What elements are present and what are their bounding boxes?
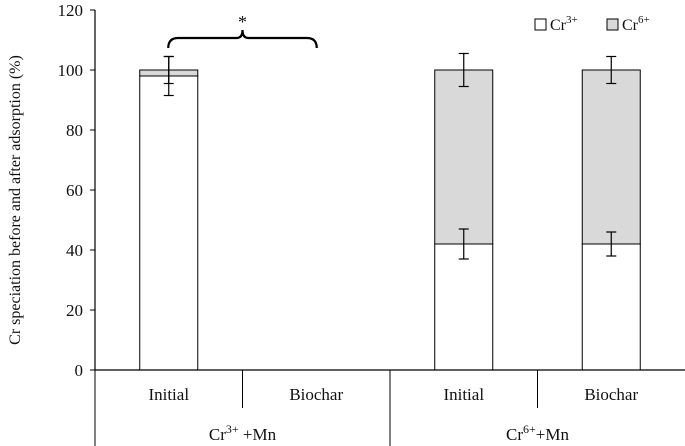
legend-label-0: Cr3+ <box>550 14 578 34</box>
y-tick-label-60: 60 <box>66 181 83 200</box>
error-bars-layer <box>163 52 617 260</box>
bar-2-series-1 <box>434 69 494 245</box>
bar-2-series-0 <box>434 243 494 371</box>
bar-0-series-0 <box>139 75 199 371</box>
significance-layer: * <box>167 12 318 49</box>
legend-label-1: Cr6+ <box>622 14 650 34</box>
y-tick-label-80: 80 <box>66 121 83 140</box>
legend: Cr3+ Cr6+ <box>534 14 650 34</box>
legend-swatch-0 <box>534 18 547 31</box>
significance-marker: * <box>238 12 247 32</box>
y-tick-label-20: 20 <box>66 301 83 320</box>
bars-layer <box>139 69 641 371</box>
y-tick-label-0: 0 <box>75 361 84 380</box>
x-categories-layer: Initial Biochar Cr3+ +Mn Initial Biochar Cr6+… <box>94 370 638 446</box>
y-tick-label-120: 120 <box>58 1 84 20</box>
x-category-label-1: Biochar <box>289 385 343 404</box>
x-category-label-0: Initial <box>148 385 189 404</box>
x-category-label-2: Initial <box>443 385 484 404</box>
group-label-1: Cr6++Mn <box>506 422 569 444</box>
group-label-0: Cr3+ +Mn <box>209 422 277 444</box>
x-category-label-3: Biochar <box>584 385 638 404</box>
y-tick-label-100: 100 <box>58 61 84 80</box>
y-tick-label-40: 40 <box>66 241 83 260</box>
y-axis-label: Cr speciation before and after adsorptio… <box>7 55 24 345</box>
bar-3-series-0 <box>581 243 641 371</box>
bar-3-series-1 <box>581 69 641 245</box>
legend-swatch-1 <box>606 18 619 31</box>
y-ticks-layer: 0 20 40 60 80 100 120 <box>58 1 95 380</box>
significance-bracket <box>167 29 318 49</box>
